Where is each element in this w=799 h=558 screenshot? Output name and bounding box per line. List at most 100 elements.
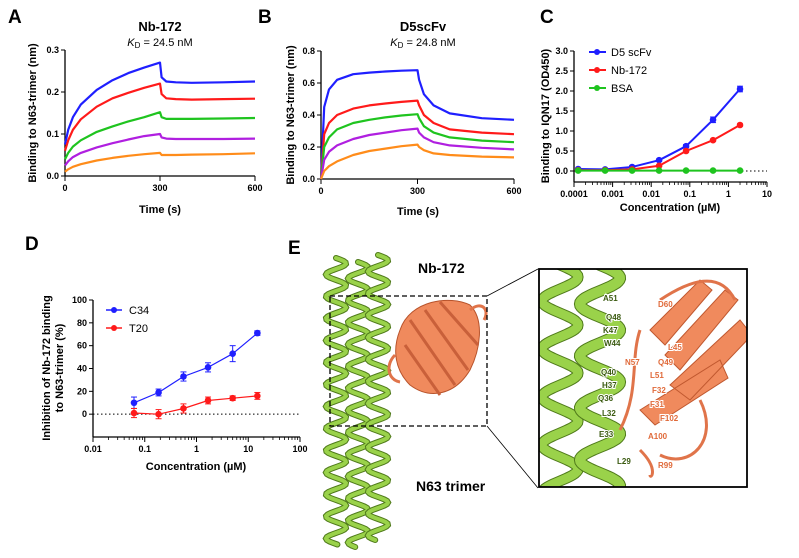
data-point (736, 121, 744, 129)
y-tick-label: 2.5 (555, 66, 568, 76)
series-1 (319, 99, 515, 180)
data-point (736, 85, 744, 93)
x-tick-label: 0.01 (84, 444, 102, 454)
residue-label-nb172: F102 (660, 414, 679, 423)
nanobody-body (395, 299, 480, 394)
data-point (155, 389, 162, 396)
data-point (180, 405, 187, 412)
kd-value: = 24.5 nM (140, 37, 192, 49)
data-point (204, 364, 212, 371)
nb172-structure (387, 299, 488, 396)
chart-c-xlabel: Concentration (µM) (620, 202, 721, 214)
series-3 (319, 127, 515, 180)
zoom-region-box (329, 295, 488, 427)
series-2 (64, 111, 256, 160)
x-tick-label: 0.0001 (560, 189, 588, 199)
data-point (601, 167, 609, 174)
residue-label-n63: L29 (617, 457, 631, 466)
x-tick-label: 0 (318, 186, 323, 196)
data-point (709, 167, 717, 174)
series-line (64, 132, 256, 167)
y-tick-label: 0.1 (46, 129, 59, 139)
chart-a: 0.0 0.1 0.2 0.3 0 300 600 (46, 45, 262, 193)
y-tick-label: 60 (77, 341, 87, 351)
chart-c: 0.0 0.5 1.0 1.5 2.0 2.5 3.0 0.0001 0.001 0.01 0.1 1… (555, 46, 772, 199)
series-line (63, 82, 256, 152)
x-tick-label: 1 (194, 444, 199, 454)
y-tick-label: 0.3 (46, 45, 59, 55)
helix-2 (344, 259, 372, 550)
inset-structure: A51 Q48 K47 W44 Q40 H37 Q36 L32 E33 L29 D60 L45 Q49 N… (539, 269, 747, 487)
chart-b-kd: KD = 24.8 nM (390, 37, 455, 50)
residue-label-n63: L32 (602, 409, 616, 418)
data-point (130, 409, 138, 417)
helix-ribbon (365, 253, 391, 542)
data-point (229, 394, 236, 402)
data-point (254, 392, 261, 400)
data-point (709, 136, 717, 144)
data-point (254, 329, 261, 337)
y-tick-label: 0.0 (555, 166, 568, 176)
panel-e-structure: Nb-172 N63 trimer A51 Q48 K47 W44 Q40 H37 Q36 L… (322, 252, 748, 550)
x-tick-label: 1 (726, 189, 731, 199)
residue-label-n63: Q36 (598, 394, 614, 403)
data-point (655, 162, 663, 170)
series-line (64, 111, 256, 160)
y-tick-label: 0.0 (46, 171, 59, 181)
series-2 (319, 113, 515, 180)
legend-marker-t20 (111, 325, 117, 331)
data-point (736, 167, 744, 174)
y-tick-label: 1.5 (555, 106, 568, 116)
residue-label-n63: K47 (603, 326, 618, 335)
kd-sub: D (135, 41, 141, 50)
data-point (204, 397, 212, 404)
beta-strands (639, 279, 747, 426)
data-point (682, 142, 690, 150)
data-point (130, 399, 138, 407)
panel-letter-b: B (258, 7, 272, 28)
chart-c-ylabel: Binding to IQN17 (OD450) (540, 48, 552, 183)
series-c34 (130, 329, 261, 409)
chart-d: 0 20 40 60 80 100 0.01 0.1 1 10 100 (72, 295, 308, 454)
series-line (133, 332, 258, 404)
chart-d-xlabel: Concentration (µM) (146, 461, 247, 473)
y-tick-label: 20 (77, 386, 87, 396)
y-tick-label: 0.8 (302, 46, 315, 56)
x-tick-label: 10 (243, 444, 253, 454)
x-tick-label: 0.1 (684, 189, 697, 199)
helix-ribbon (574, 269, 626, 487)
residue-label-nb172: D60 (658, 300, 673, 309)
y-tick-label: 3.0 (555, 46, 568, 56)
legend-label-d5scfv: D5 scFv (611, 47, 652, 59)
chart-a-title: Nb-172 (138, 19, 181, 34)
residue-label-n63: A51 (603, 294, 618, 303)
residue-labels: A51 Q48 K47 W44 Q40 H37 Q36 L32 E33 L29 D60 L45 Q49 N… (597, 293, 683, 471)
series-bsa (574, 167, 744, 174)
series-0 (319, 69, 515, 180)
kd-symbol: K (390, 37, 398, 49)
legend-label-t20: T20 (129, 323, 148, 335)
series-line (319, 99, 515, 180)
residue-label-n63: H37 (602, 381, 617, 390)
series-nb-172 (574, 121, 744, 174)
inset-nanobody (618, 279, 747, 478)
residue-label-nb172: A100 (648, 432, 668, 441)
n63-trimer-helices (322, 252, 392, 550)
residue-label-nb172: N57 (625, 358, 640, 367)
series-3 (64, 132, 256, 167)
data-point (155, 410, 162, 418)
x-tick-label: 0.001 (601, 189, 624, 199)
panel-letter-c: C (540, 7, 554, 28)
data-point (180, 373, 187, 380)
legend-label-c34: C34 (129, 305, 149, 317)
panel-letter-e: E (288, 238, 301, 259)
x-tick-label: 100 (292, 444, 307, 454)
nanobody-strands (403, 301, 480, 396)
nanobody-loops (387, 304, 488, 384)
residue-label-nb172: R99 (658, 461, 673, 470)
y-tick-label: 0 (82, 409, 87, 419)
x-tick-label: 600 (506, 186, 521, 196)
legend-label-bsa: BSA (611, 83, 634, 95)
chart-a-xlabel: Time (s) (139, 204, 181, 216)
residue-label-nb172: F32 (652, 386, 666, 395)
